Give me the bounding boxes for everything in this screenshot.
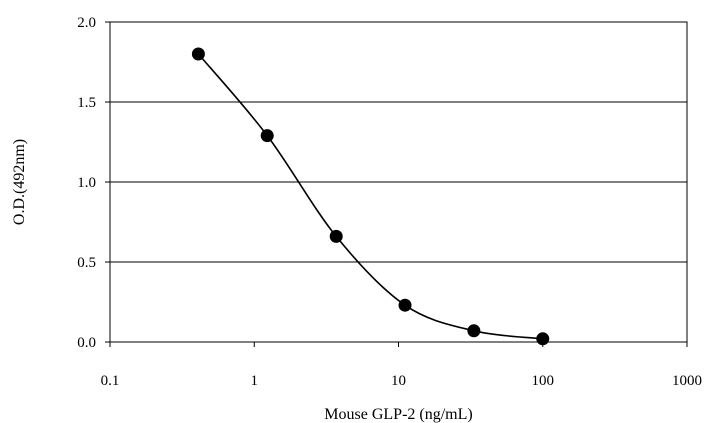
data-point: [260, 129, 274, 143]
x-axis-title: Mouse GLP-2 (ng/mL): [324, 406, 472, 423]
y-tick-label: 2.0: [77, 15, 96, 31]
x-tick-label: 1: [251, 373, 259, 389]
grid-lines: [110, 101, 687, 263]
y-tick-label: 0.5: [77, 255, 96, 271]
y-axis-title: O.D.(492nm): [11, 139, 28, 225]
data-point: [536, 332, 550, 346]
x-axis-ticks: 0.1 1 10 100 1000: [101, 342, 702, 389]
y-axis-ticks: 0.0 0.5 1.0 1.5 2.0: [77, 15, 110, 351]
y-tick-label: 1.0: [77, 175, 96, 191]
x-tick-label: 10: [391, 373, 406, 389]
x-tick-label: 100: [532, 373, 555, 389]
x-tick-label: 0.1: [101, 373, 120, 389]
data-point: [398, 298, 412, 312]
x-tick-label: 1000: [672, 373, 702, 389]
data-points: [191, 47, 550, 346]
data-point: [329, 229, 343, 243]
fitted-curve: [197, 53, 543, 340]
y-tick-label: 1.5: [77, 95, 96, 111]
data-point: [191, 47, 205, 61]
data-point: [467, 324, 481, 338]
y-tick-label: 0.0: [77, 335, 96, 351]
